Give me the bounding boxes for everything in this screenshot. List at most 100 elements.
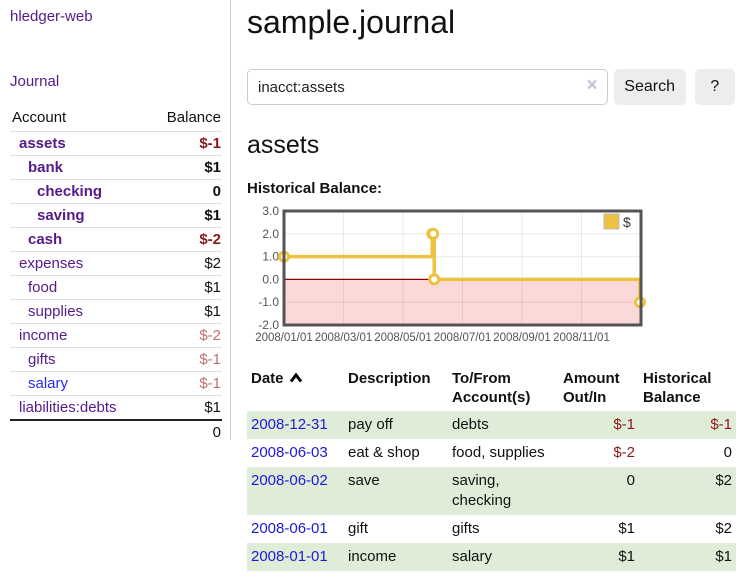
account-row: checking 0 — [10, 179, 222, 204]
register-header-accounts: To/From Account(s) — [452, 370, 531, 406]
accounts-header-row: Account Balance — [10, 106, 222, 132]
clear-search-icon[interactable]: × — [586, 75, 598, 96]
transaction-date-link[interactable]: 2008-06-03 — [251, 444, 328, 461]
transaction-description: eat & shop — [348, 444, 420, 461]
account-row: liabilities:debts $1 — [10, 395, 222, 421]
sidebar-item-gifts[interactable]: gifts — [28, 351, 56, 368]
register-header-amount: Amount Out/In — [563, 370, 620, 406]
search-button[interactable]: Search — [613, 69, 686, 105]
account-balance: $1 — [204, 159, 221, 176]
svg-text:2008/05/01: 2008/05/01 — [374, 332, 432, 344]
account-balance: $1 — [204, 207, 221, 224]
transaction-amount: $1 — [618, 548, 635, 565]
account-balance: 0 — [212, 183, 221, 200]
svg-text:2.0: 2.0 — [262, 227, 279, 241]
account-balance: $1 — [204, 279, 221, 296]
account-row: salary $-1 — [10, 371, 222, 396]
transaction-accounts: food, supplies — [452, 444, 545, 461]
transaction-date-link[interactable]: 2008-01-01 — [251, 548, 328, 565]
account-row: cash $-2 — [10, 227, 222, 252]
accounts-total-row: 0 — [10, 420, 222, 444]
svg-text:2008/09/01: 2008/09/01 — [493, 332, 551, 344]
register-header-balance: Historical Balance — [643, 370, 712, 406]
transaction-balance: $1 — [715, 548, 732, 565]
transaction-row: 2008-12-31 pay off debts $-1 $-1 — [247, 411, 736, 439]
account-row: bank $1 — [10, 155, 222, 180]
svg-text:1.0: 1.0 — [262, 250, 279, 264]
transaction-row: 2008-06-02 save saving, checking 0 $2 — [247, 467, 736, 515]
account-balance: $-2 — [199, 231, 221, 248]
account-heading: assets — [247, 131, 320, 159]
transaction-balance: $2 — [715, 520, 732, 537]
account-row: supplies $1 — [10, 299, 222, 324]
transaction-description: pay off — [348, 416, 393, 433]
main-content: sample.journal × Search ? assets Histori… — [240, 0, 742, 571]
accounts-header-account: Account — [12, 109, 67, 126]
svg-text:$: $ — [623, 214, 631, 230]
transaction-row: 2008-01-01 income salary $1 $1 — [247, 543, 736, 571]
account-balance: $1 — [204, 399, 221, 416]
account-balance: $1 — [204, 303, 221, 320]
transaction-description: save — [348, 472, 380, 489]
sidebar-item-assets[interactable]: assets — [19, 135, 66, 152]
sidebar-item-supplies[interactable]: supplies — [28, 303, 84, 320]
transaction-accounts: salary — [452, 548, 493, 565]
register-header-description: Description — [348, 370, 431, 387]
transaction-amount: $1 — [618, 520, 635, 537]
sidebar-item-bank[interactable]: bank — [28, 159, 64, 176]
sidebar: hledger-web Journal Account Balance asse… — [0, 0, 231, 441]
transaction-amount: 0 — [626, 472, 635, 489]
transaction-row: 2008-06-03 eat & shop food, supplies $-2… — [247, 439, 736, 467]
svg-text:3.0: 3.0 — [262, 204, 279, 218]
account-row: gifts $-1 — [10, 347, 222, 372]
account-balance: $-1 — [199, 351, 221, 368]
app-title-link[interactable]: hledger-web — [10, 8, 93, 25]
account-balance: $-2 — [199, 327, 221, 344]
svg-text:-2.0: -2.0 — [258, 318, 279, 332]
account-balance: $-1 — [199, 375, 221, 392]
sort-ascending-icon — [289, 373, 302, 383]
sidebar-item-journal[interactable]: Journal — [10, 73, 60, 90]
svg-text:2008/03/01: 2008/03/01 — [315, 332, 373, 344]
transaction-amount: $-1 — [613, 416, 635, 433]
account-row: food $1 — [10, 275, 222, 300]
page-title: sample.journal — [247, 4, 456, 40]
account-balance: $2 — [204, 255, 221, 272]
sidebar-item-checking[interactable]: checking — [37, 183, 103, 200]
transaction-description: income — [348, 548, 397, 565]
historical-balance-chart: 2008/01/01 2008/03/01 2008/05/01 2008/07/01… — [247, 203, 735, 353]
transaction-date-link[interactable]: 2008-06-01 — [251, 520, 328, 537]
accounts-balance-table: Account Balance assets $-1 bank $1 check… — [10, 106, 222, 444]
account-row: expenses $2 — [10, 251, 222, 276]
help-button[interactable]: ? — [694, 69, 735, 105]
transaction-row: 2008-06-01 gift gifts $1 $2 — [247, 515, 736, 543]
account-row: income $-2 — [10, 323, 222, 348]
sidebar-item-liabilities-debts[interactable]: liabilities:debts — [19, 399, 117, 416]
transaction-balance: $2 — [715, 472, 732, 489]
account-row: assets $-1 — [10, 131, 222, 156]
transaction-amount: $-2 — [613, 444, 635, 461]
sidebar-item-salary[interactable]: salary — [28, 375, 69, 392]
svg-text:2008/07/01: 2008/07/01 — [434, 332, 492, 344]
sidebar-item-saving[interactable]: saving — [37, 207, 85, 224]
register-table: Date Description To/From Account(s) Amou… — [247, 365, 736, 571]
search-input[interactable] — [247, 69, 608, 105]
transaction-date-link[interactable]: 2008-12-31 — [251, 416, 328, 433]
transaction-balance: 0 — [723, 444, 732, 461]
sidebar-item-expenses[interactable]: expenses — [19, 255, 84, 272]
sidebar-item-income[interactable]: income — [19, 327, 68, 344]
svg-text:0.0: 0.0 — [262, 272, 279, 286]
account-row: saving $1 — [10, 203, 222, 228]
search-form: × Search ? — [247, 69, 735, 105]
svg-text:-1.0: -1.0 — [258, 295, 279, 309]
transaction-balance: $-1 — [710, 416, 732, 433]
register-header-date[interactable]: Date — [247, 365, 344, 411]
register-header-row: Date Description To/From Account(s) Amou… — [247, 365, 736, 411]
transaction-date-link[interactable]: 2008-06-02 — [251, 472, 328, 489]
chart-title: Historical Balance: — [247, 180, 383, 197]
sidebar-item-cash[interactable]: cash — [28, 231, 63, 248]
accounts-total-value: 0 — [212, 424, 221, 441]
sidebar-item-food[interactable]: food — [28, 279, 58, 296]
account-balance: $-1 — [199, 135, 221, 152]
accounts-header-balance: Balance — [166, 109, 221, 126]
